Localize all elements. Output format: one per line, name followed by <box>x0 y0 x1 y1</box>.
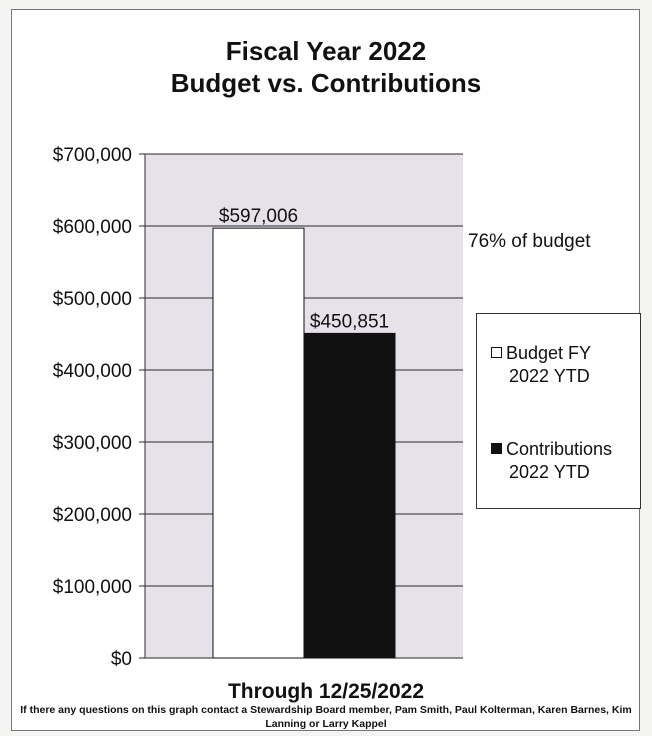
y-tick-label: $700,000 <box>53 145 132 166</box>
legend-label-contributions-line2: 2022 YTD <box>509 462 590 482</box>
budget-percent-annotation: 76% of budget <box>468 231 591 252</box>
y-tick-label: $200,000 <box>53 505 132 526</box>
legend-item-budget: Budget FY 2022 YTD <box>491 342 591 388</box>
legend-swatch-contributions <box>491 443 502 454</box>
legend-label-contributions-line1: Contributions <box>506 439 613 459</box>
legend-item-contributions: Contributions 2022 YTD <box>491 438 612 484</box>
data-label-budget: $597,006 <box>219 206 298 227</box>
bar-budget <box>212 227 305 659</box>
footnote: If there any questions on this graph con… <box>20 704 632 730</box>
legend-swatch-budget <box>491 347 502 358</box>
chart-title: Fiscal Year 2022 <box>225 36 427 66</box>
data-label-contributions: $450,851 <box>310 311 389 332</box>
legend-label-budget-line1: Budget FY <box>506 343 592 363</box>
chart-legend: Budget FY 2022 YTD Contributions 2022 YT… <box>476 313 641 509</box>
y-tick-label: $600,000 <box>53 217 132 238</box>
legend-label-budget-line2: 2022 YTD <box>509 366 590 386</box>
y-tick-label: $100,000 <box>53 577 132 598</box>
y-tick-label: $500,000 <box>53 289 132 310</box>
y-tick-label: $300,000 <box>53 433 132 454</box>
chart-subtitle: Budget vs. Contributions <box>170 68 482 98</box>
bar-contributions <box>303 332 396 659</box>
y-tick-label: $400,000 <box>53 361 132 382</box>
x-axis-label: Through 12/25/2022 <box>227 680 425 703</box>
y-tick-label: $0 <box>111 649 132 670</box>
